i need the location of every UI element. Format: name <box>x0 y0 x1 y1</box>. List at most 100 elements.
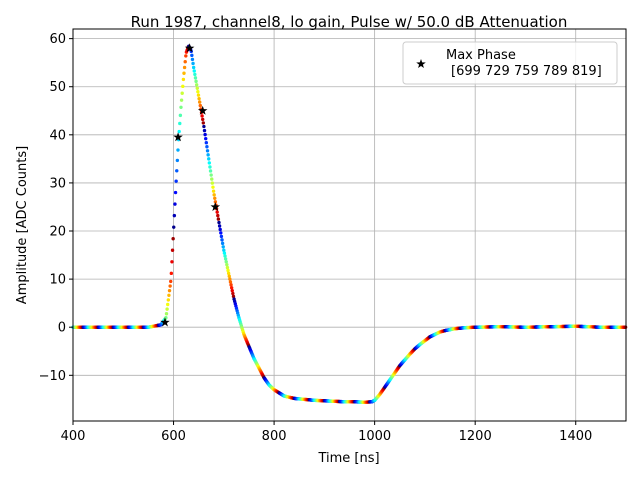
sample-point <box>205 145 209 149</box>
legend-star-marker <box>416 59 426 69</box>
sample-point <box>167 293 171 297</box>
sample-point <box>168 284 172 288</box>
sample-point <box>183 60 187 64</box>
x-tick-label: 1400 <box>559 429 592 444</box>
sample-point <box>220 238 224 242</box>
sample-point <box>175 158 180 163</box>
sample-point <box>191 65 196 70</box>
sample-point <box>217 224 222 228</box>
sample-point <box>222 248 226 252</box>
sample-point <box>209 173 213 177</box>
x-axis-ticks: 400 600 800 1000 1200 1400 <box>61 421 592 444</box>
x-tick-label: 1000 <box>358 429 391 444</box>
sample-point <box>228 280 233 284</box>
x-tick-label: 600 <box>161 429 186 444</box>
sample-point <box>198 103 202 108</box>
sample-point <box>166 298 171 302</box>
sample-point <box>221 245 225 249</box>
sample-point <box>211 189 216 193</box>
sample-point <box>223 257 228 261</box>
x-tick-label: 400 <box>61 429 86 444</box>
sample-point <box>202 124 206 129</box>
y-tick-label: 50 <box>49 80 66 95</box>
y-axis-ticks: −10 0 10 20 30 40 50 60 <box>39 32 73 384</box>
legend-box <box>402 41 618 85</box>
sample-point <box>172 213 177 218</box>
sample-point <box>175 169 179 173</box>
sample-point <box>177 129 181 134</box>
sample-point <box>207 157 211 161</box>
sample-point <box>220 241 225 246</box>
sample-point <box>194 83 199 87</box>
sample-point <box>227 274 231 278</box>
sample-point <box>216 217 221 221</box>
legend-star-icon <box>416 59 426 69</box>
sample-point <box>215 210 219 214</box>
sample-point <box>172 225 176 229</box>
sample-point <box>229 283 233 287</box>
sample-point <box>164 312 169 316</box>
sample-point <box>171 237 175 241</box>
sample-point <box>193 76 198 80</box>
sample-point <box>196 93 201 97</box>
sample-point <box>218 227 222 232</box>
sample-point <box>192 69 196 73</box>
sample-point <box>204 141 209 145</box>
y-tick-label: 0 <box>58 321 66 336</box>
sample-point <box>217 220 221 225</box>
sample-point <box>169 279 173 284</box>
max-phase-star <box>160 317 170 327</box>
sample-point <box>190 53 194 58</box>
sample-point <box>181 77 186 82</box>
axes-frame <box>72 28 627 422</box>
y-tick-label: 20 <box>49 225 66 240</box>
legend-label-line2: [699 729 759 789 819] <box>451 64 602 79</box>
sample-point <box>197 96 201 101</box>
sample-point <box>191 61 195 66</box>
sample-point <box>165 307 169 311</box>
sample-point <box>173 190 178 195</box>
sample-point <box>224 260 228 264</box>
sample-point <box>190 57 195 62</box>
y-tick-label: 10 <box>49 273 66 288</box>
max-phase-star <box>197 105 208 115</box>
sample-point <box>203 132 207 137</box>
sample-point <box>230 288 234 293</box>
max-phase-star <box>173 132 183 142</box>
sample-point <box>195 86 199 90</box>
max-phase-star <box>210 201 221 212</box>
sample-point <box>231 291 235 296</box>
sample-point <box>170 248 175 252</box>
chart-title: Run 1987, channel8, lo gain, Pulse w/ 50… <box>131 13 568 31</box>
sample-point <box>210 181 215 185</box>
sample-point <box>229 286 234 290</box>
y-tick-label: 40 <box>49 128 66 143</box>
sample-point <box>223 254 227 258</box>
sample-point <box>206 153 210 157</box>
sample-point <box>179 105 183 110</box>
sample-point <box>173 202 177 206</box>
sample-point <box>226 268 230 273</box>
sample-point <box>178 113 183 118</box>
sample-point <box>181 84 185 89</box>
sample-point <box>167 288 172 293</box>
sample-point <box>184 54 188 58</box>
sample-point <box>231 294 236 299</box>
sample-point <box>174 179 178 183</box>
sample-point <box>226 271 231 276</box>
sample-point <box>225 262 229 267</box>
sample-point <box>207 161 212 165</box>
grid-lines <box>72 29 626 421</box>
sample-point <box>176 148 180 152</box>
sample-point <box>197 100 202 104</box>
sample-point <box>170 260 174 264</box>
sample-point <box>205 149 210 153</box>
sample-point <box>208 169 213 173</box>
max-phase-stars <box>160 43 221 327</box>
y-tick-label: 30 <box>49 176 66 191</box>
sample-point <box>204 136 208 141</box>
sample-point <box>208 165 212 169</box>
sample-point <box>219 234 224 239</box>
legend-label-line1: Max Phase <box>446 48 516 63</box>
